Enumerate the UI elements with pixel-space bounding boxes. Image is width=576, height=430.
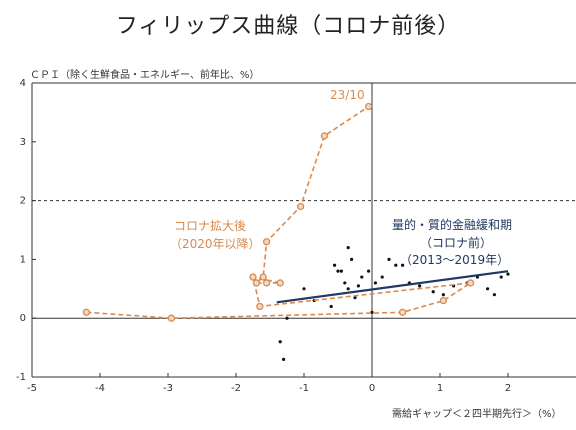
x-tick-label: -4 xyxy=(95,383,105,394)
x-tick-label: 2 xyxy=(505,383,511,394)
pre-covid-point xyxy=(329,304,333,309)
chart-marks-group xyxy=(82,102,510,361)
pre-covid-point xyxy=(431,290,435,294)
post-covid-point xyxy=(466,279,475,287)
tick-labels-group: -1 0 1 2 3 4 -5 -4 -3 -2 -1 0 1 2 xyxy=(16,78,511,394)
pre-covid-point xyxy=(418,284,422,288)
pre-covid-point xyxy=(356,284,360,288)
post-covid-point xyxy=(262,238,271,246)
post-covid-label-line2: （2020年以降） xyxy=(170,237,261,251)
pre-covid-point xyxy=(346,246,350,250)
x-tick-label: -1 xyxy=(299,383,309,394)
pre-covid-label-line2: （コロナ前） xyxy=(420,235,492,250)
x-tick-label: -2 xyxy=(231,383,241,394)
pre-covid-label-line1: 量的・質的金融緩和期 xyxy=(392,217,512,232)
pre-covid-point xyxy=(285,316,289,320)
pre-covid-point xyxy=(401,263,405,267)
post-covid-point xyxy=(439,296,448,305)
y-tick-label: 4 xyxy=(20,78,26,89)
post-covid-label-line1: コロナ拡大後 xyxy=(174,219,246,233)
post-covid-point xyxy=(256,302,264,311)
pre-covid-point xyxy=(394,263,398,267)
post-covid-point xyxy=(82,308,91,316)
pre-covid-point xyxy=(387,257,391,261)
pre-covid-point xyxy=(302,287,306,291)
x-tick-label: -5 xyxy=(27,383,37,394)
pre-covid-point xyxy=(350,257,354,261)
pre-covid-point xyxy=(506,272,510,276)
pre-covid-point xyxy=(343,281,347,285)
pre-covid-point xyxy=(339,269,343,273)
y-tick-label: -1 xyxy=(16,372,26,383)
pre-covid-point xyxy=(367,269,371,273)
x-tick-label: 1 xyxy=(437,383,443,394)
pre-covid-point xyxy=(353,296,357,300)
post-covid-point xyxy=(398,308,407,316)
pre-covid-point xyxy=(492,293,496,297)
x-axis-label: 需給ギャップ＜２四半期先行＞（%） xyxy=(392,409,562,420)
pre-covid-point xyxy=(441,293,445,297)
pre-covid-point xyxy=(282,357,286,361)
pre-covid-point xyxy=(336,269,340,273)
pre-covid-point xyxy=(370,310,374,314)
pre-covid-point xyxy=(346,287,350,291)
latest-point-label: 23/10 xyxy=(330,88,365,102)
axes-group xyxy=(31,82,576,378)
y-axis-label: ＣＰＩ（除く生鮮食品・エネルギー、前年比、%） xyxy=(30,70,260,81)
post-covid-point xyxy=(320,132,329,140)
pre-covid-point xyxy=(499,275,503,279)
regression-line xyxy=(276,270,509,304)
y-tick-label: 0 xyxy=(20,313,26,324)
post-covid-path xyxy=(86,105,472,320)
pre-covid-point xyxy=(333,263,337,267)
pre-covid-point xyxy=(360,275,364,279)
post-covid-point xyxy=(296,202,305,211)
y-tick-label: 1 xyxy=(20,254,26,265)
x-tick-label: 0 xyxy=(369,383,375,394)
post-covid-point xyxy=(167,314,176,322)
pre-covid-point xyxy=(373,281,377,285)
pre-covid-point xyxy=(380,275,384,279)
pre-covid-point xyxy=(278,340,282,344)
chart-title: フィリップス曲線（コロナ前後） xyxy=(115,14,461,39)
pre-covid-label-line3: （2013〜2019年） xyxy=(400,253,509,267)
post-covid-point xyxy=(262,279,271,287)
x-tick-label: -3 xyxy=(163,383,173,394)
y-tick-label: 2 xyxy=(20,196,26,207)
pre-covid-point xyxy=(486,287,490,291)
y-tick-label: 3 xyxy=(20,137,26,148)
post-covid-point xyxy=(276,279,284,287)
post-covid-point xyxy=(364,102,373,111)
post-covid-point xyxy=(252,279,261,287)
post-covid-point xyxy=(259,273,267,281)
post-covid-point xyxy=(249,273,257,281)
